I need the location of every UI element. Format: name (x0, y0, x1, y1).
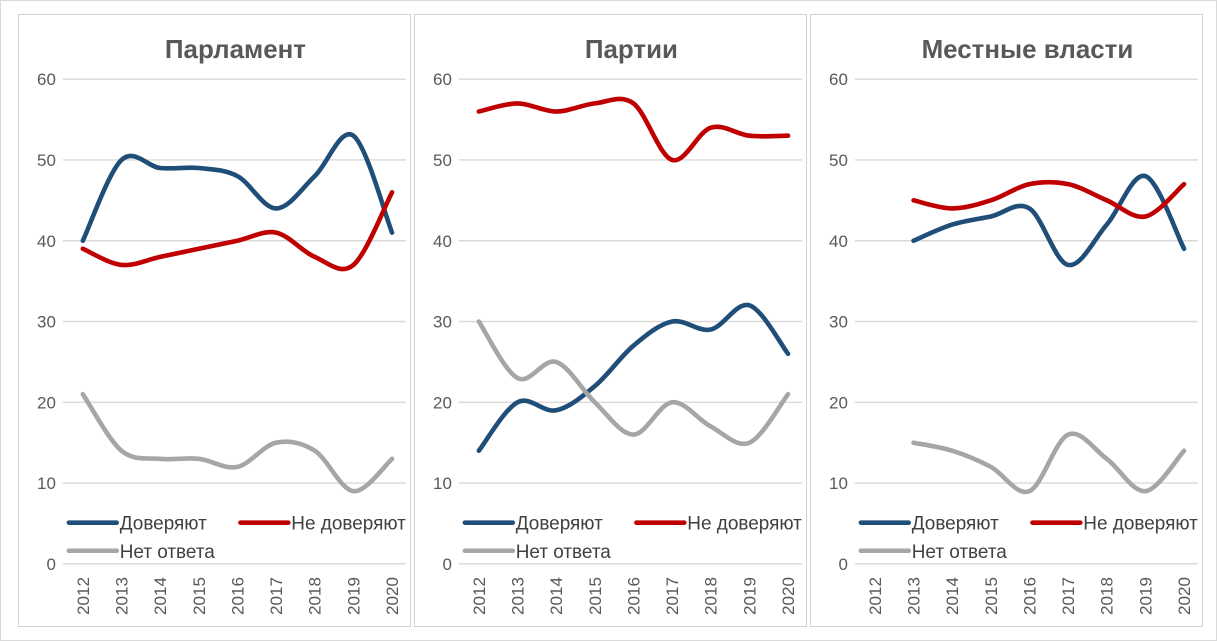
legend-label-no-answer: Нет ответа (516, 542, 612, 563)
y-tick-label: 20 (37, 393, 56, 412)
trust-line (476, 302, 791, 454)
x-tick-label: 2014 (151, 577, 170, 615)
y-tick-label: 0 (46, 555, 55, 574)
y-tick-label: 30 (433, 312, 452, 331)
chart-svg-parliament: 0 10 20 30 40 50 60 2012 2013 2014 2015 2016 2017 201… (37, 34, 406, 615)
no-answer-line (476, 319, 791, 447)
x-tick-label: 2019 (1136, 577, 1155, 615)
y-tick-label: 60 (829, 70, 848, 89)
chart-svg-local-authorities: 0 10 20 30 40 50 60 2012 2013 2014 2015 2016 2017 201… (829, 34, 1198, 615)
x-tick-label: 2014 (547, 577, 566, 615)
y-tick-label: 0 (442, 555, 451, 574)
trust-line (80, 132, 395, 244)
x-tick-label: 2016 (624, 577, 643, 615)
legend-label-trust: Доверяют (120, 514, 207, 535)
x-tick-label: 2017 (663, 577, 682, 615)
x-tick-label: 2014 (943, 577, 962, 615)
x-tick-label: 2019 (740, 577, 759, 615)
x-tick-label: 2013 (905, 577, 924, 615)
y-tick-label: 10 (433, 474, 452, 493)
chart-title: Местные власти (922, 34, 1134, 64)
y-tick-label: 10 (37, 474, 56, 493)
trust-line (911, 173, 1187, 268)
x-tick-label: 2019 (344, 577, 363, 615)
distrust-line (80, 189, 395, 272)
legend-label-trust: Доверяют (516, 514, 603, 535)
y-tick-label: 30 (37, 312, 56, 331)
x-tick-label: 2015 (982, 577, 1001, 615)
y-tick-label: 10 (829, 474, 848, 493)
chart-panel-parliament: 0 10 20 30 40 50 60 2012 2013 2014 2015 2016 2017 201… (18, 14, 411, 627)
x-tick-label: 2012 (866, 577, 885, 615)
legend-label-trust: Доверяют (912, 514, 999, 535)
x-tick-label: 2015 (586, 577, 605, 615)
no-answer-line (911, 431, 1187, 495)
x-tick-label: 2020 (1175, 577, 1194, 615)
legend-label-distrust: Не доверяют (1083, 514, 1198, 535)
chart-panel-local-authorities: 0 10 20 30 40 50 60 2012 2013 2014 2015 2016 2017 201… (810, 14, 1203, 627)
chart-panel-parties: 0 10 20 30 40 50 60 2012 2013 2014 2015 2016 2017 201… (414, 14, 807, 627)
distrust-line (911, 179, 1187, 220)
x-tick-label: 2012 (470, 577, 489, 615)
legend-label-no-answer: Нет ответа (912, 542, 1008, 563)
x-tick-label: 2018 (702, 577, 721, 615)
y-tick-label: 60 (37, 70, 56, 89)
y-tick-label: 40 (433, 232, 452, 251)
x-tick-label: 2020 (383, 577, 402, 615)
no-answer-line (80, 391, 395, 494)
y-tick-label: 0 (838, 555, 847, 574)
y-tick-label: 40 (37, 232, 56, 251)
legend-label-no-answer: Нет ответа (120, 542, 216, 563)
legend-label-distrust: Не доверяют (291, 514, 406, 535)
x-tick-label: 2017 (267, 577, 286, 615)
x-tick-label: 2017 (1059, 577, 1078, 615)
x-tick-label: 2013 (509, 577, 528, 615)
x-tick-label: 2020 (779, 577, 798, 615)
chart-title: Парламент (165, 34, 306, 64)
y-tick-label: 50 (829, 151, 848, 170)
distrust-line (476, 96, 791, 163)
x-tick-label: 2018 (306, 577, 325, 615)
x-tick-label: 2016 (228, 577, 247, 615)
y-tick-label: 50 (433, 151, 452, 170)
y-tick-label: 20 (829, 393, 848, 412)
y-tick-label: 50 (37, 151, 56, 170)
y-tick-label: 20 (433, 393, 452, 412)
x-tick-label: 2012 (74, 577, 93, 615)
y-tick-label: 40 (829, 232, 848, 251)
y-tick-label: 60 (433, 70, 452, 89)
x-tick-label: 2015 (190, 577, 209, 615)
chart-svg-parties: 0 10 20 30 40 50 60 2012 2013 2014 2015 2016 2017 201… (433, 34, 802, 615)
y-tick-label: 30 (829, 312, 848, 331)
x-tick-label: 2013 (113, 577, 132, 615)
x-tick-label: 2018 (1098, 577, 1117, 615)
legend-label-distrust: Не доверяют (687, 514, 802, 535)
x-tick-label: 2016 (1020, 577, 1039, 615)
chart-title: Партии (585, 34, 678, 64)
